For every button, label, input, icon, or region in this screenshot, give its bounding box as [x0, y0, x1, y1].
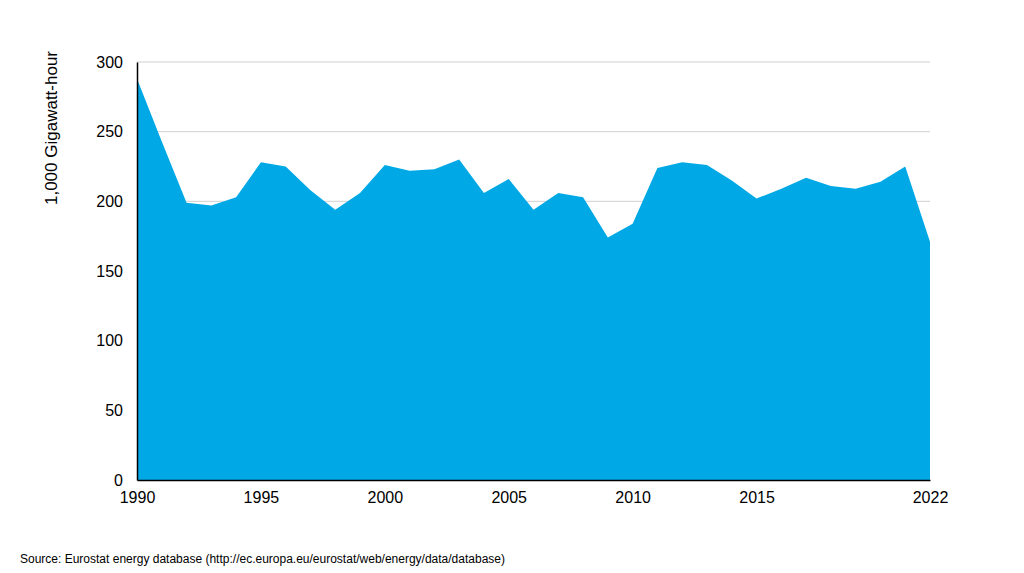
- tick-label: 2000: [368, 489, 404, 506]
- tick-label: 2010: [615, 489, 651, 506]
- x-axis: 1990 1995 2000 2005 2010 2015 2022: [120, 480, 949, 506]
- tick: 0: [114, 472, 137, 489]
- tick: 200: [96, 193, 137, 210]
- tick: 2010: [615, 480, 651, 506]
- plot: 1990 1995 2000 2005 2010 2015 2022 0 50 100 150 200…: [96, 54, 948, 507]
- tick: 300: [96, 54, 137, 71]
- grid-line: [137, 131, 930, 132]
- tick-label: 2005: [491, 489, 527, 506]
- tick: 150: [96, 263, 137, 280]
- y-axis-title: 1,000 Gigawatt-hour: [42, 51, 61, 205]
- tick: 1990: [120, 480, 156, 506]
- tick-label: 1990: [120, 489, 156, 506]
- tick-label: 1995: [244, 489, 280, 506]
- tick-label: 100: [96, 332, 123, 349]
- tick: 2015: [739, 480, 775, 506]
- tick: 1995: [244, 480, 280, 506]
- y-axis: 0 50 100 150 200 250 300: [96, 54, 137, 489]
- tick: 100: [96, 332, 137, 349]
- tick-label: 0: [114, 472, 123, 489]
- tick-label: 150: [96, 263, 123, 280]
- grid: [137, 62, 930, 480]
- source-note: Source: Eurostat energy database (http:/…: [20, 552, 505, 566]
- tick-label: 300: [96, 54, 123, 71]
- tick-label: 50: [105, 402, 123, 419]
- axis-line: [138, 480, 931, 482]
- tick: 2022: [913, 480, 949, 506]
- tick-label: 2015: [739, 489, 775, 506]
- tick: 250: [96, 123, 137, 140]
- tick: 50: [105, 402, 137, 419]
- tick: 2005: [491, 480, 527, 506]
- axis-line: [137, 63, 139, 481]
- chart: 1990 1995 2000 2005 2010 2015 2022 0 50 100 150 200…: [0, 0, 1024, 573]
- grid-line: [137, 62, 930, 63]
- marks: [137, 79, 930, 480]
- tick-label: 200: [96, 193, 123, 210]
- tick-label: 250: [96, 123, 123, 140]
- area: [137, 79, 930, 480]
- tick-label: 2022: [913, 489, 949, 506]
- tick: 2000: [368, 480, 404, 506]
